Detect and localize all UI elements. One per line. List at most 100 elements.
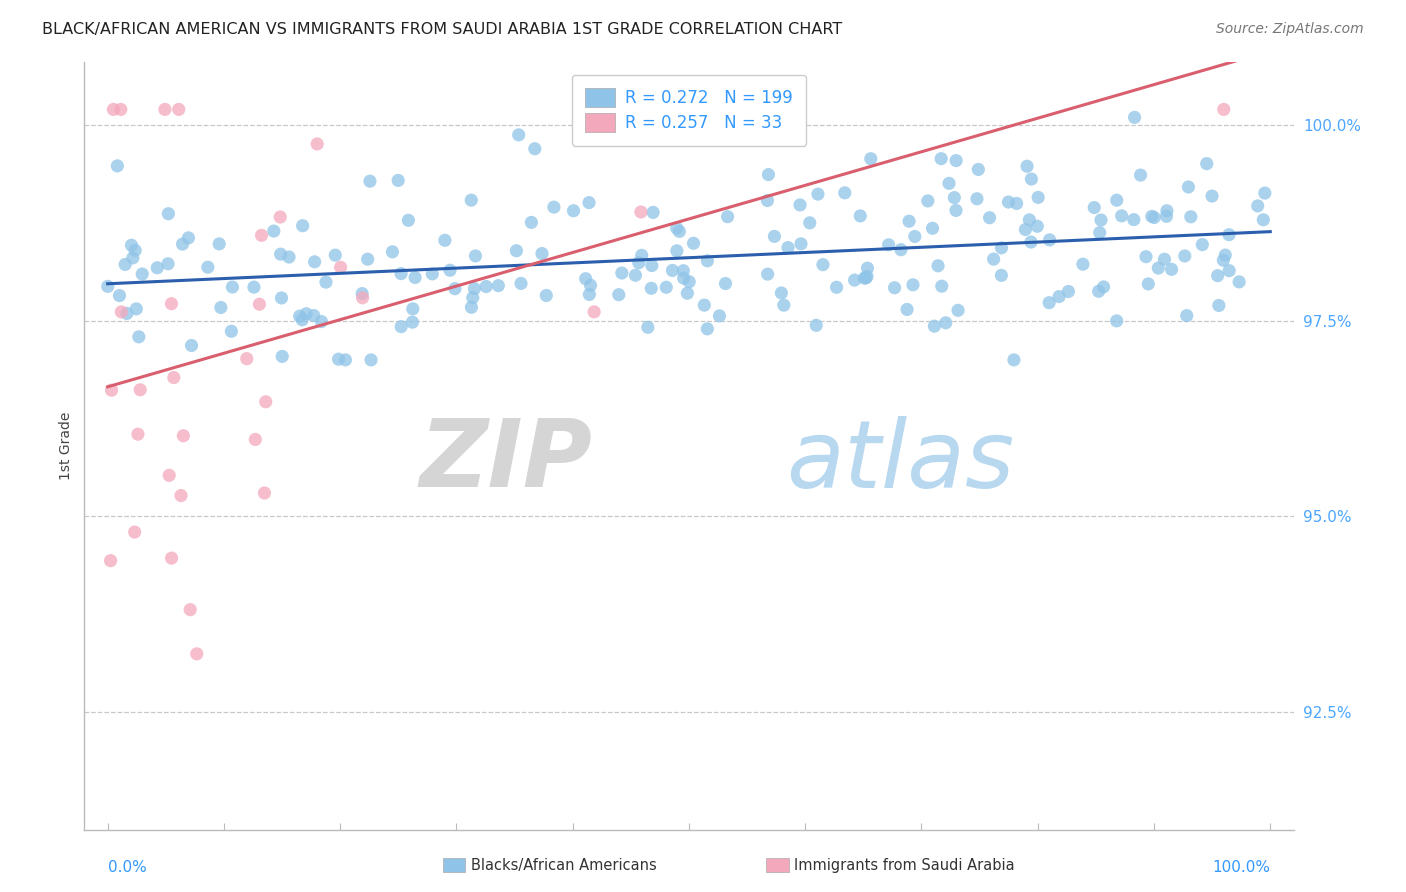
- Point: [877, 237, 900, 252]
- Point: [661, 263, 683, 277]
- Text: 0.0%: 0.0%: [108, 860, 146, 875]
- Point: [1135, 250, 1157, 264]
- Point: [901, 277, 924, 292]
- Point: [890, 243, 912, 257]
- Point: [236, 351, 259, 366]
- Point: [510, 277, 533, 291]
- Point: [1002, 352, 1025, 367]
- Point: [253, 486, 276, 500]
- Point: [221, 280, 243, 294]
- Point: [1087, 285, 1109, 299]
- Point: [630, 205, 652, 219]
- Point: [946, 303, 969, 318]
- Point: [672, 263, 695, 277]
- Point: [856, 261, 879, 276]
- Point: [665, 244, 688, 258]
- Point: [1213, 248, 1236, 262]
- Point: [1015, 159, 1038, 173]
- Point: [1083, 201, 1105, 215]
- Point: [756, 267, 779, 281]
- Point: [245, 433, 267, 447]
- Point: [302, 309, 325, 323]
- Point: [1039, 233, 1062, 247]
- Point: [938, 177, 960, 191]
- Point: [1092, 280, 1115, 294]
- Point: [770, 285, 793, 300]
- Point: [402, 301, 425, 316]
- Point: [655, 280, 678, 294]
- Point: [756, 194, 779, 208]
- Point: [1019, 235, 1042, 249]
- Point: [160, 296, 183, 310]
- Point: [1208, 298, 1230, 312]
- Point: [1147, 261, 1170, 276]
- Point: [315, 275, 337, 289]
- Point: [966, 192, 988, 206]
- Point: [789, 198, 811, 212]
- Point: [696, 322, 718, 336]
- Point: [404, 270, 426, 285]
- Point: [1038, 295, 1060, 310]
- Point: [1021, 172, 1043, 186]
- Point: [291, 219, 314, 233]
- Point: [270, 291, 292, 305]
- Point: [444, 282, 467, 296]
- Text: Blacks/African Americans: Blacks/African Americans: [471, 858, 657, 872]
- Point: [945, 203, 967, 218]
- Point: [668, 224, 690, 238]
- Point: [834, 186, 856, 200]
- Point: [853, 271, 876, 285]
- Point: [578, 195, 600, 210]
- Point: [811, 258, 834, 272]
- Point: [100, 383, 122, 397]
- Point: [967, 162, 990, 177]
- Point: [578, 287, 600, 301]
- Point: [110, 305, 132, 319]
- Point: [124, 524, 146, 539]
- Point: [167, 103, 190, 117]
- Point: [186, 647, 208, 661]
- Point: [263, 224, 285, 238]
- Point: [160, 551, 183, 566]
- Point: [1090, 213, 1112, 227]
- Point: [1129, 168, 1152, 182]
- Point: [709, 309, 731, 323]
- Point: [177, 231, 200, 245]
- Point: [323, 248, 346, 262]
- Point: [935, 316, 957, 330]
- Point: [772, 298, 794, 312]
- Point: [898, 214, 921, 228]
- Point: [243, 280, 266, 294]
- Point: [1253, 212, 1275, 227]
- Point: [678, 275, 700, 289]
- Text: Immigrants from Saudi Arabia: Immigrants from Saudi Arabia: [794, 858, 1015, 872]
- Point: [640, 281, 662, 295]
- Point: [1105, 193, 1128, 207]
- Point: [1156, 203, 1178, 218]
- Point: [1005, 196, 1028, 211]
- Point: [575, 271, 598, 285]
- Point: [1191, 237, 1213, 252]
- Point: [505, 244, 527, 258]
- Point: [103, 103, 125, 117]
- Text: Source: ZipAtlas.com: Source: ZipAtlas.com: [1216, 22, 1364, 37]
- Point: [328, 352, 350, 367]
- Point: [990, 241, 1012, 255]
- Point: [486, 278, 509, 293]
- Point: [1212, 253, 1234, 268]
- Point: [1014, 222, 1036, 236]
- Point: [979, 211, 1001, 225]
- Point: [682, 236, 704, 251]
- Point: [170, 489, 193, 503]
- Point: [917, 194, 939, 208]
- Point: [146, 260, 169, 275]
- Point: [121, 238, 143, 252]
- Point: [929, 152, 952, 166]
- Point: [114, 257, 136, 271]
- Point: [197, 260, 219, 275]
- Point: [672, 271, 695, 285]
- Point: [352, 286, 374, 301]
- Point: [1212, 103, 1234, 117]
- Point: [859, 152, 882, 166]
- Point: [121, 251, 143, 265]
